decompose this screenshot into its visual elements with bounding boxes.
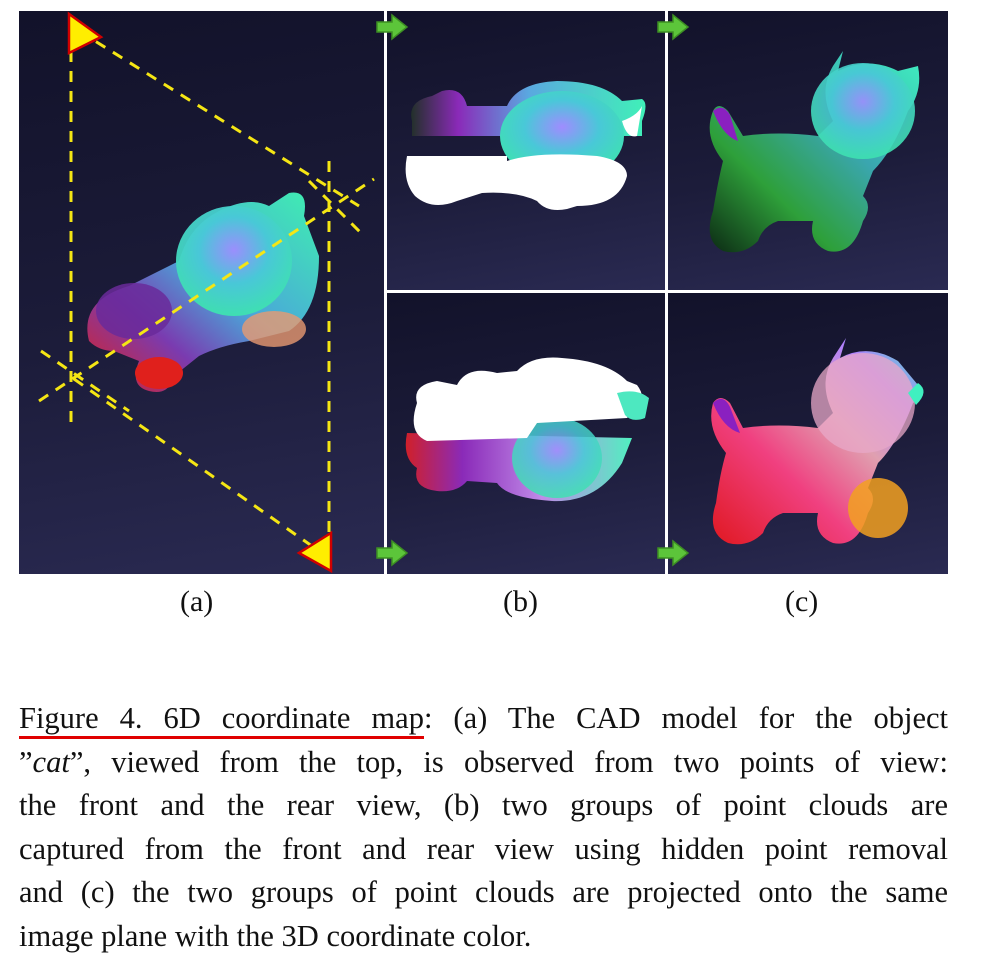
panel-c-projected-front	[668, 11, 948, 290]
arrow-right-icon	[657, 13, 690, 41]
caption-line-4: captured from the front and rear view us…	[19, 831, 948, 866]
panel-a-cad-model-view	[19, 11, 384, 574]
caption-line-5: and (c) the two groups of point clouds a…	[19, 875, 948, 909]
rear-point-cloud	[405, 357, 649, 502]
rear-view-marker-icon	[296, 530, 333, 574]
panel-b-rear-view	[387, 293, 665, 574]
figure-caption: Figure 4. 6D coordinate map: (a) The CAD…	[19, 697, 948, 958]
caption-line-1: Figure 4. 6D coordinate map: (a) The CAD…	[19, 697, 948, 741]
caption-line-3: the front and the rear view, (b) two gro…	[19, 788, 948, 822]
vertical-divider-1	[384, 11, 387, 574]
caption-line-2: ”cat”, viewed from the top, is observed …	[19, 741, 948, 785]
caption-quote: ”	[19, 744, 33, 779]
arrow-right-icon	[657, 539, 690, 567]
arrow-right-icon	[376, 13, 409, 41]
panel-label-b: (b)	[503, 585, 538, 618]
panel-c-projected-rear	[668, 293, 948, 574]
object-name: cat	[32, 744, 70, 779]
horizontal-divider	[387, 290, 948, 293]
caption-line-6: image plane with the 3D coordinate color…	[19, 918, 532, 953]
arrow-right-icon	[376, 539, 409, 567]
projected-cat-rear	[711, 338, 924, 545]
caption-text: : (a) The CAD model for the object	[423, 701, 949, 735]
caption-text: ”, viewed from the top, is observed from…	[69, 744, 948, 779]
figure-panels	[19, 11, 948, 574]
panel-b-front-view	[387, 11, 665, 290]
front-point-cloud	[405, 81, 646, 210]
panel-label-a: (a)	[180, 585, 214, 618]
panel-label-c: (c)	[785, 585, 819, 618]
cat-model-a	[87, 192, 319, 392]
front-view-marker-icon	[67, 11, 104, 56]
view-guide-lines	[38, 29, 375, 553]
figure-label: Figure 4. 6D coordinate map	[19, 701, 424, 735]
projected-cat-front	[709, 51, 920, 253]
